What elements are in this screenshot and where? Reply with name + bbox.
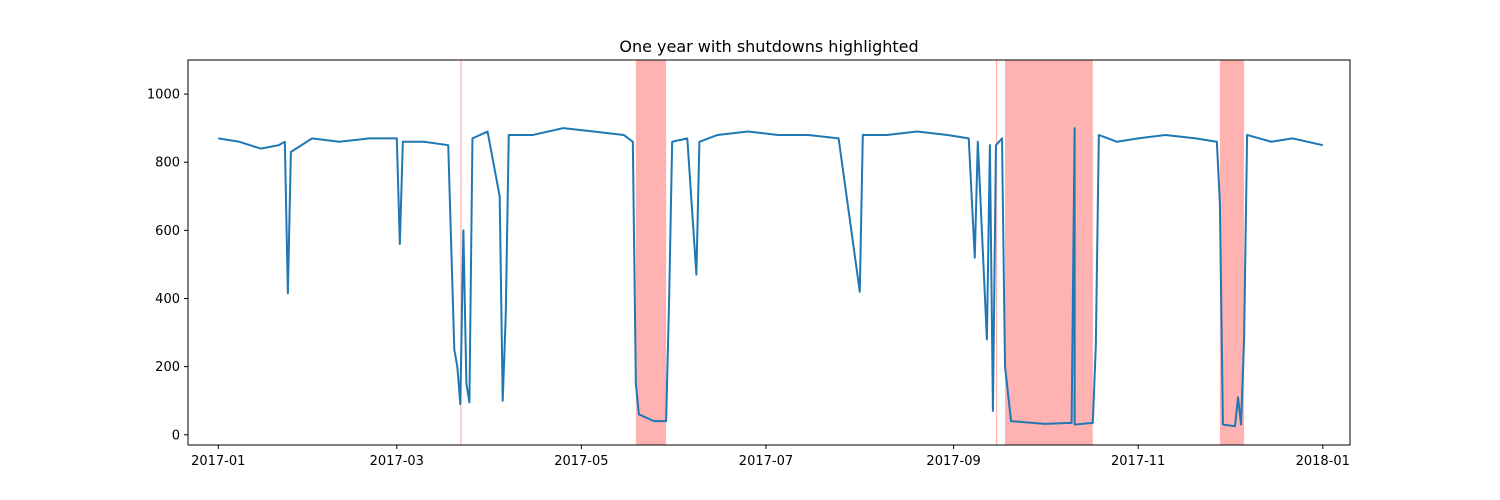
series-line-1 [218,127,1323,428]
x-tick-label-6: 2017-11 [1111,454,1165,469]
y-tick-label-6: 1000 [147,88,180,103]
y-tick-label-5: 800 [155,156,180,171]
chart-title: One year with shutdowns highlighted [619,37,918,56]
x-tick-label-3: 2017-05 [554,454,608,469]
x-tick-label-5: 2017-09 [926,454,980,469]
y-tick-label-2: 200 [155,360,180,375]
shutdown-span-1 [460,60,462,445]
y-axis: 0 200 400 600 800 1000 [147,88,188,443]
shutdown-span-4 [1005,60,1075,445]
shutdown-span-2 [635,60,667,445]
plot-frame [187,59,1351,446]
y-tick-label-1: 0 [172,428,180,443]
shutdown-layer [460,60,1245,445]
x-tick-label-7: 2018-01 [1296,454,1350,469]
x-tick-label-4: 2017-07 [739,454,793,469]
shutdown-span-3 [995,60,998,445]
x-tick-label-1: 2017-01 [191,454,245,469]
x-tick-label-2: 2017-03 [370,454,424,469]
shutdown-span-6 [1219,60,1245,445]
line-layer [218,127,1323,428]
shutdown-span-5 [1074,60,1093,445]
y-tick-label-4: 600 [155,224,180,239]
y-tick-label-3: 400 [155,292,180,307]
x-axis: 2017-01 2017-03 2017-05 2017-07 2017-09 2017-… [191,445,1350,469]
